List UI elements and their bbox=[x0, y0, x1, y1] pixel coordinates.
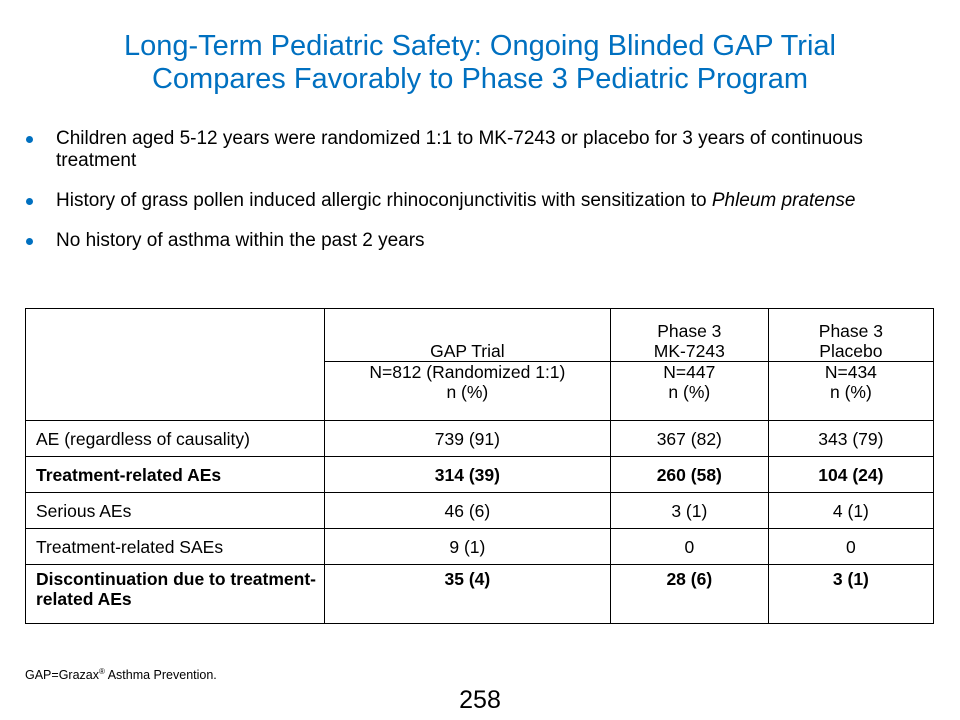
table-cell: 3 (1) bbox=[767, 564, 935, 624]
bullet-dot-icon bbox=[26, 198, 33, 205]
table-cell: 3 (1) bbox=[609, 492, 769, 529]
table-subheader-row: N=812 (Randomized 1:1) n (%) N=447 n (%)… bbox=[26, 361, 935, 421]
table-cell: 367 (82) bbox=[609, 420, 769, 457]
table-header-cell: GAP Trial bbox=[323, 308, 611, 362]
table-header-row: GAP Trial Phase 3 MK-7243 Phase 3 Placeb… bbox=[25, 308, 935, 421]
bullet-italic-text: Phleum pratense bbox=[711, 190, 856, 211]
footnote: GAP=Grazax® Asthma Prevention. bbox=[25, 667, 217, 682]
table-cell: 35 (4) bbox=[323, 564, 611, 624]
footnote-prefix: GAP=Grazax bbox=[25, 668, 99, 683]
title-line-2: Compares Favorably to Phase 3 Pediatric … bbox=[151, 63, 808, 95]
bullet-item: No history of asthma within the past 2 y… bbox=[24, 230, 939, 252]
footnote-suffix: Asthma Prevention. bbox=[104, 668, 217, 683]
title-line-1: Long-Term Pediatric Safety: Ongoing Blin… bbox=[124, 30, 836, 62]
table-header-cell: Phase 3 Placebo bbox=[767, 308, 935, 362]
table-row: Treatment-related SAEs 9 (1) 0 0 bbox=[25, 528, 935, 565]
table-row: Treatment-related AEs 314 (39) 260 (58) … bbox=[25, 456, 935, 493]
table-cell: 46 (6) bbox=[323, 492, 611, 529]
registered-mark: ® bbox=[99, 667, 105, 676]
table-header-empty-cell bbox=[25, 308, 325, 421]
table-cell: 343 (79) bbox=[767, 420, 935, 457]
table-cell: 9 (1) bbox=[323, 528, 611, 565]
row-label: AE (regardless of causality) bbox=[25, 420, 325, 457]
table-row: Discontinuation due to treatment-related… bbox=[25, 564, 935, 624]
row-label: Discontinuation due to treatment-related… bbox=[25, 564, 325, 624]
table-subheader-cell: N=434 n (%) bbox=[767, 361, 935, 421]
adverse-events-table: GAP Trial Phase 3 MK-7243 Phase 3 Placeb… bbox=[25, 308, 935, 624]
table-cell: 260 (58) bbox=[609, 456, 769, 493]
bullet-text: History of grass pollen induced allergic… bbox=[56, 190, 712, 211]
table-cell: 314 (39) bbox=[323, 456, 611, 493]
table-cell: 0 bbox=[767, 528, 935, 565]
table-cell: 739 (91) bbox=[323, 420, 611, 457]
table-cell: 0 bbox=[609, 528, 769, 565]
table-header-cell: Phase 3 MK-7243 bbox=[609, 308, 769, 362]
bullet-dot-icon bbox=[26, 136, 33, 143]
row-label: Treatment-related SAEs bbox=[25, 528, 325, 565]
slide-title: Long-Term Pediatric Safety: Ongoing Blin… bbox=[0, 30, 960, 96]
bullet-list: Children aged 5-12 years were randomized… bbox=[24, 128, 939, 270]
table-cell: 104 (24) bbox=[767, 456, 935, 493]
table-subheader-cell: N=812 (Randomized 1:1) n (%) bbox=[323, 361, 611, 421]
bullet-text: No history of asthma within the past 2 y… bbox=[56, 230, 425, 251]
table-cell: 4 (1) bbox=[767, 492, 935, 529]
table-row: Serious AEs 46 (6) 3 (1) 4 (1) bbox=[25, 492, 935, 529]
bullet-item: History of grass pollen induced allergic… bbox=[24, 190, 939, 212]
table-cell: 28 (6) bbox=[609, 564, 769, 624]
bullet-dot-icon bbox=[26, 238, 33, 245]
table-subheader-cell: N=447 n (%) bbox=[609, 361, 769, 421]
row-label: Serious AEs bbox=[25, 492, 325, 529]
page-number: 258 bbox=[459, 686, 501, 714]
bullet-item: Children aged 5-12 years were randomized… bbox=[24, 128, 939, 172]
row-label: Treatment-related AEs bbox=[25, 456, 325, 493]
bullet-text: Children aged 5-12 years were randomized… bbox=[56, 128, 863, 171]
table-row: AE (regardless of causality) 739 (91) 36… bbox=[25, 420, 935, 457]
